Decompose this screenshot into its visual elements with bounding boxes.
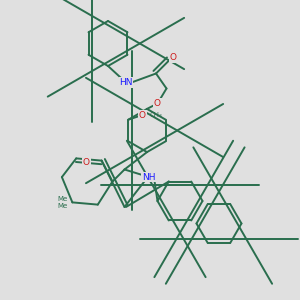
Text: O: O: [83, 158, 90, 167]
Text: CH₃: CH₃: [149, 112, 162, 118]
Text: NH: NH: [142, 172, 155, 182]
Text: O: O: [139, 111, 146, 120]
Text: O: O: [169, 53, 177, 62]
Text: Me: Me: [58, 203, 68, 209]
Text: Me: Me: [58, 196, 68, 202]
Text: O: O: [154, 99, 161, 108]
Text: HN: HN: [119, 78, 133, 87]
